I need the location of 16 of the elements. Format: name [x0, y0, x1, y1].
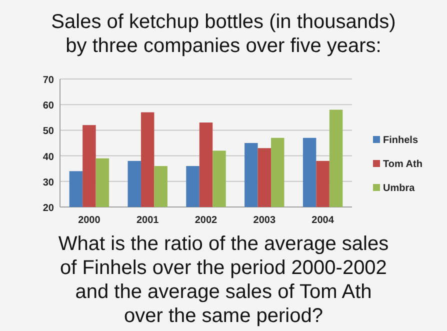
x-tick-label: 2004: [312, 215, 334, 226]
legend-label: Tom Ath: [383, 159, 422, 170]
x-tick-label: 2001: [136, 215, 160, 226]
y-tick-label: 50: [42, 126, 54, 138]
y-tick-label: 60: [42, 100, 54, 112]
legend-label: Umbra: [383, 183, 416, 194]
y-tick-label: 20: [42, 203, 54, 214]
chart-title: Sales of ketchup bottles (in thousands) by three companies over five years:: [51, 11, 396, 57]
x-tick-label: 2000: [78, 215, 101, 226]
legend-label: Finhels: [383, 135, 418, 146]
x-tick-label: 2002: [194, 215, 218, 226]
y-tick-label: 70: [42, 75, 54, 86]
y-tick-label: 30: [42, 177, 54, 188]
x-tick-label: 2003: [253, 215, 276, 226]
y-tick-label: 40: [42, 152, 54, 163]
text: What is the ratio of the average sales of Finhels over the period 2000-2002 and the average sales of Tom Ath over the same period?: [58, 233, 389, 327]
